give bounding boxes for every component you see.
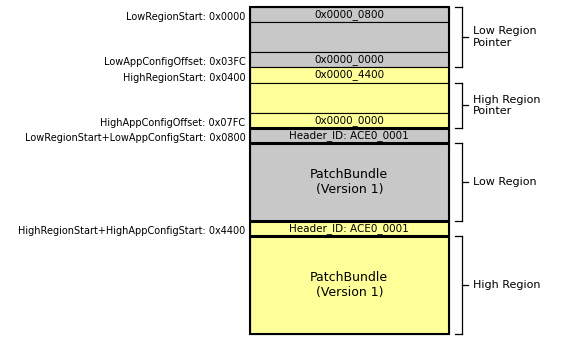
Text: Header_ID: ACE0_0001: Header_ID: ACE0_0001: [289, 223, 409, 234]
Bar: [250, 113, 448, 128]
Bar: [250, 143, 448, 221]
Bar: [250, 83, 448, 113]
Text: High Region
Pointer: High Region Pointer: [473, 94, 540, 116]
Bar: [250, 221, 448, 236]
Text: 0x0000_0000: 0x0000_0000: [315, 115, 384, 126]
Text: 0x0000_4400: 0x0000_4400: [315, 70, 384, 80]
Text: HighRegionStart+HighAppConfigStart: 0x4400: HighRegionStart+HighAppConfigStart: 0x44…: [18, 226, 246, 236]
Bar: [250, 67, 448, 83]
Bar: [250, 7, 448, 22]
Text: LowRegionStart: 0x0000: LowRegionStart: 0x0000: [126, 12, 246, 22]
Text: Low Region
Pointer: Low Region Pointer: [473, 26, 536, 48]
Text: HighRegionStart: 0x0400: HighRegionStart: 0x0400: [123, 72, 246, 83]
Text: 0x0000_0000: 0x0000_0000: [315, 54, 384, 65]
Text: LowAppConfigOffset: 0x03FC: LowAppConfigOffset: 0x03FC: [104, 57, 246, 67]
Text: PatchBundle
(Version 1): PatchBundle (Version 1): [310, 168, 388, 196]
Text: High Region: High Region: [473, 280, 540, 290]
Bar: [250, 128, 448, 143]
Text: Header_ID: ACE0_0001: Header_ID: ACE0_0001: [289, 130, 409, 141]
Bar: [250, 7, 448, 334]
Text: PatchBundle
(Version 1): PatchBundle (Version 1): [310, 271, 388, 299]
Bar: [250, 236, 448, 334]
Text: LowRegionStart+LowAppConfigStart: 0x0800: LowRegionStart+LowAppConfigStart: 0x0800: [25, 133, 246, 143]
Text: HighAppConfigOffset: 0x07FC: HighAppConfigOffset: 0x07FC: [101, 118, 246, 128]
Bar: [250, 52, 448, 67]
Text: 0x0000_0800: 0x0000_0800: [315, 9, 384, 20]
Bar: [250, 22, 448, 52]
Text: Low Region: Low Region: [473, 177, 536, 187]
